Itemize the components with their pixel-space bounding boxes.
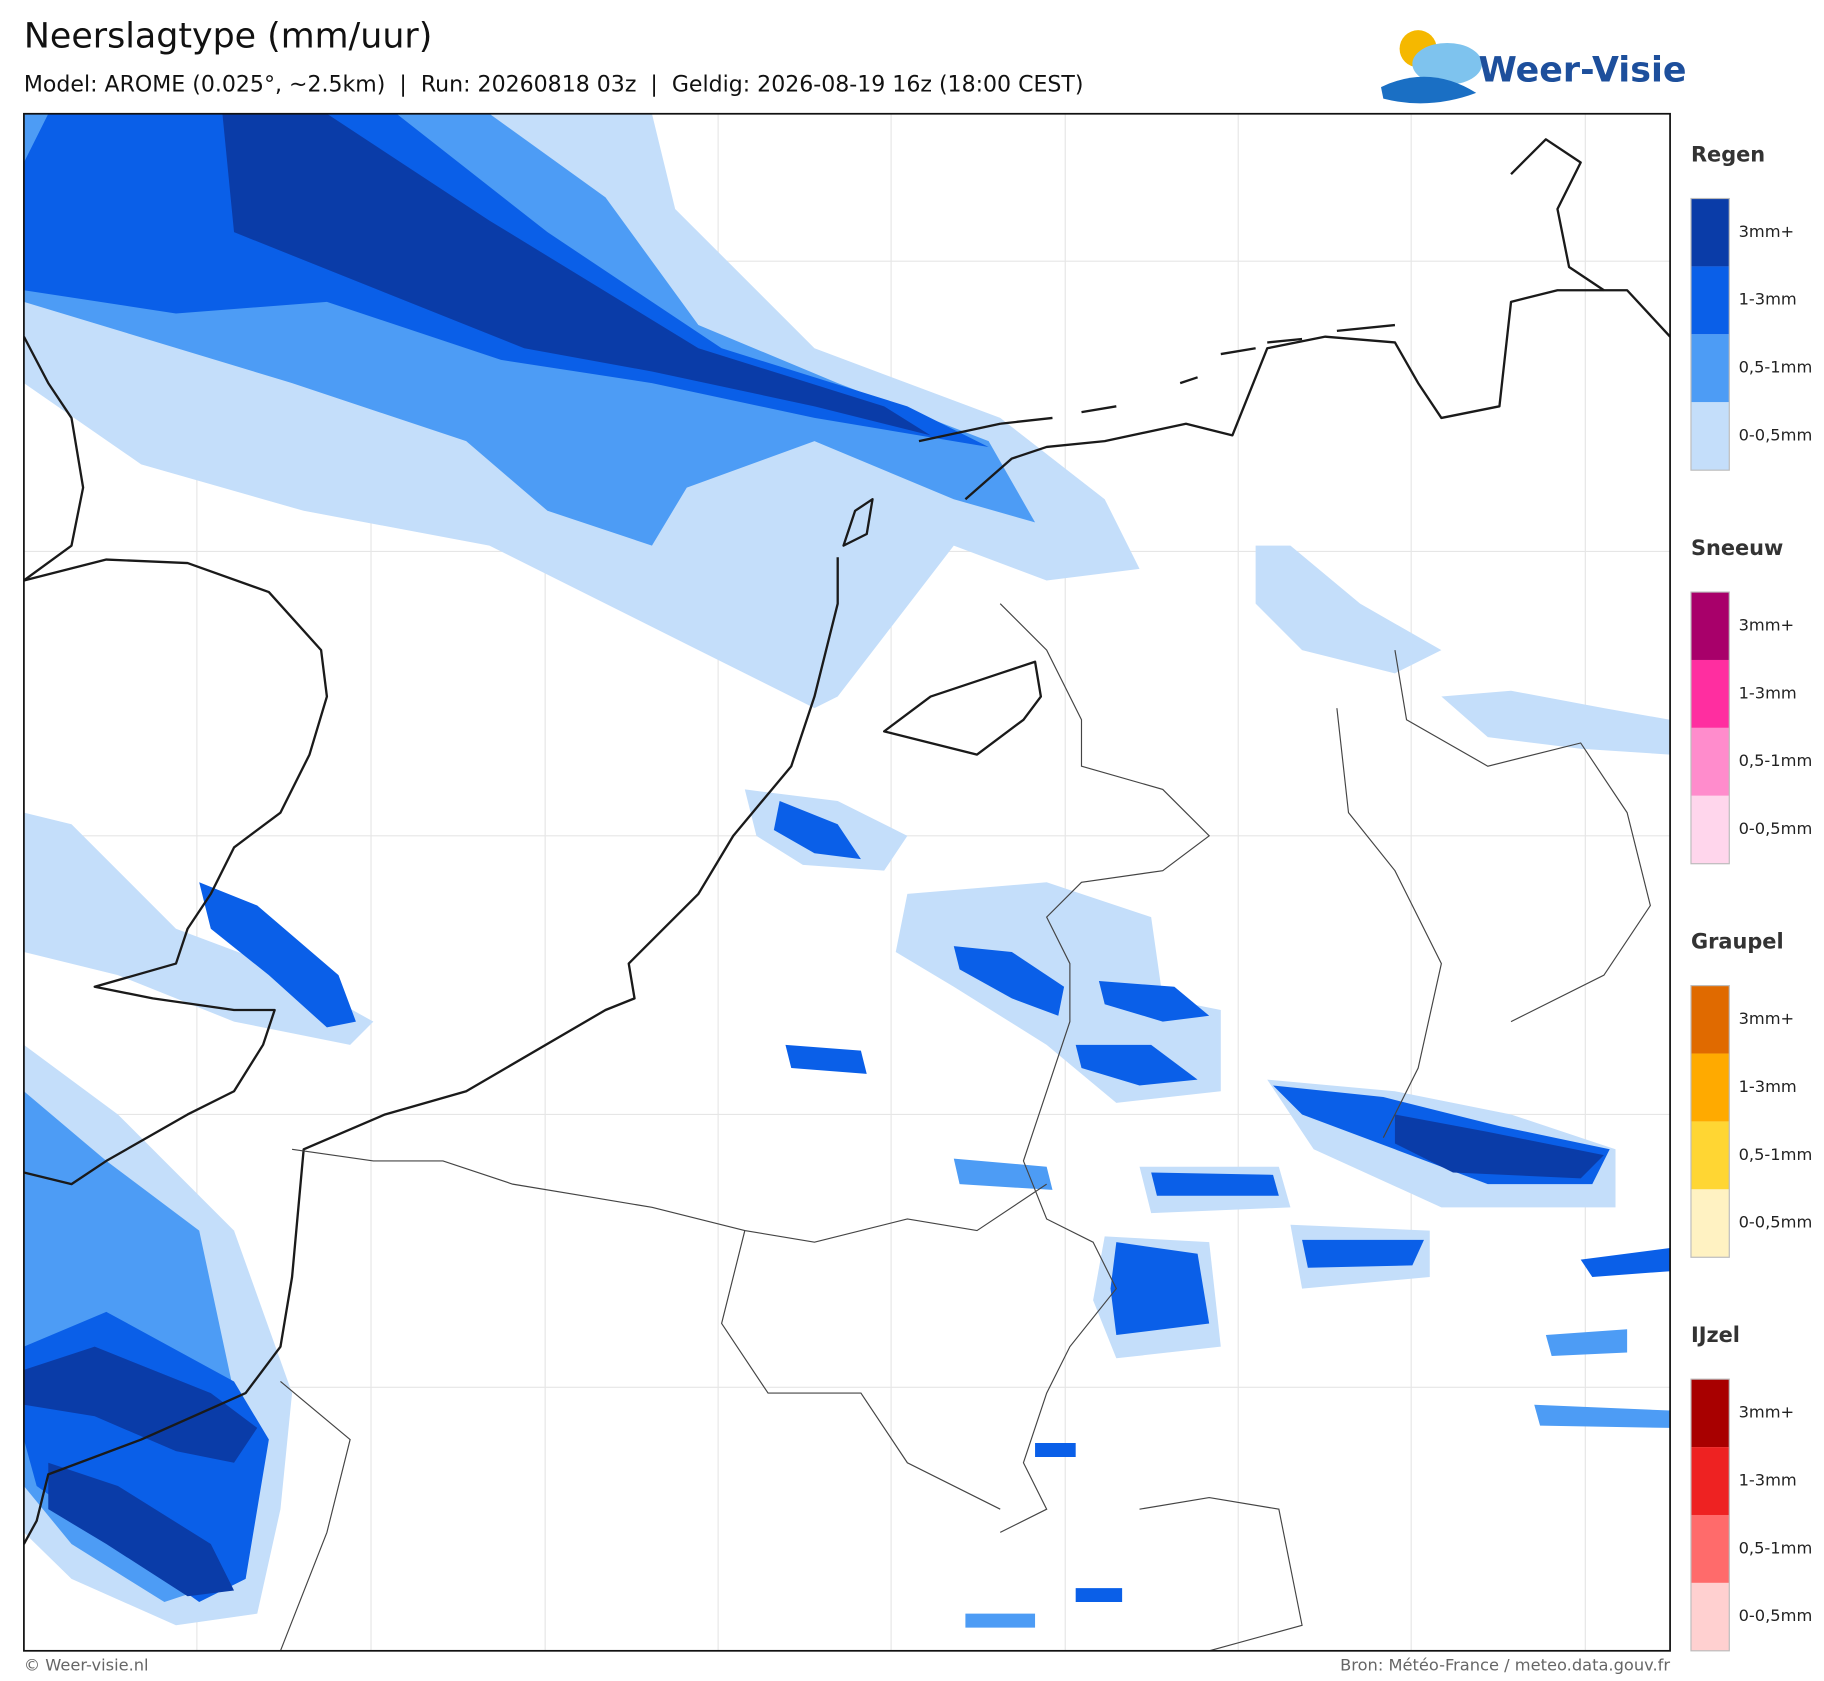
legend-swatch	[1690, 1582, 1730, 1651]
legend-label: 3mm+	[1739, 1402, 1795, 1421]
legend-swatch	[1690, 1447, 1730, 1515]
legend-frame	[1690, 1378, 1730, 1652]
legend-swatch	[1690, 198, 1730, 267]
coastlines	[23, 138, 1671, 1545]
legend-label: 0,5-1mm	[1739, 1145, 1813, 1164]
legend-title: Regen	[1691, 142, 1765, 166]
legend-swatch	[1690, 1121, 1730, 1190]
legend-label: 3mm+	[1739, 1009, 1795, 1028]
legend-frame	[1690, 197, 1730, 471]
legend-swatch	[1690, 402, 1730, 471]
map-frame	[23, 112, 1671, 1652]
subtitle: Model: AROME (0.025°, ~2.5km) | Run: 202…	[24, 73, 1084, 98]
footer-left: © Weer-visie.nl	[24, 1656, 149, 1675]
legend-frame	[1690, 591, 1730, 865]
legend-label: 1-3mm	[1739, 1077, 1797, 1096]
legend-title: Graupel	[1691, 929, 1784, 953]
legend-label: 0-0,5mm	[1739, 426, 1813, 445]
legend-swatch	[1690, 266, 1730, 335]
legend-swatch	[1690, 592, 1730, 660]
legend-label: 0,5-1mm	[1739, 751, 1813, 770]
legend-swatch	[1690, 1379, 1730, 1448]
legend-label: 0-0,5mm	[1739, 1606, 1813, 1625]
legend-swatch	[1690, 659, 1730, 728]
legend-label: 0,5-1mm	[1739, 1538, 1813, 1557]
legend-label: 0-0,5mm	[1739, 819, 1813, 838]
legend-swatch	[1690, 727, 1730, 796]
legend-swatch	[1690, 1514, 1730, 1583]
legend-frame	[1690, 985, 1730, 1258]
borders	[279, 603, 1651, 1651]
legend-label: 1-3mm	[1739, 683, 1797, 702]
legend-title: Sneeuw	[1691, 536, 1783, 560]
legend-label: 1-3mm	[1739, 290, 1797, 309]
legend-swatch	[1690, 985, 1730, 1054]
logo: Weer-Visie	[1381, 30, 1687, 104]
title: Neerslagtype (mm/uur)	[24, 17, 432, 57]
map	[23, 113, 1671, 1651]
legend-swatch	[1690, 795, 1730, 864]
logo-text: Weer-Visie	[1479, 50, 1687, 90]
legend-swatch	[1690, 1189, 1730, 1258]
legend-swatch	[1690, 1053, 1730, 1122]
legend: Regen 3mm+ 1-3mm 0,5-1mm 0-0,5mm Sneeuw 3mm+ 1-…	[1690, 142, 1813, 1652]
legend-label: 3mm+	[1739, 615, 1795, 634]
legend-label: 1-3mm	[1739, 1470, 1797, 1489]
legend-label: 0-0,5mm	[1739, 1213, 1813, 1232]
legend-swatch	[1690, 334, 1730, 403]
footer-right: Bron: Météo-France / meteo.data.gouv.fr	[1340, 1656, 1670, 1675]
precipitation	[23, 113, 1671, 1628]
legend-label: 0,5-1mm	[1739, 358, 1813, 377]
legend-label: 3mm+	[1739, 222, 1795, 241]
legend-title: IJzel	[1691, 1323, 1740, 1347]
